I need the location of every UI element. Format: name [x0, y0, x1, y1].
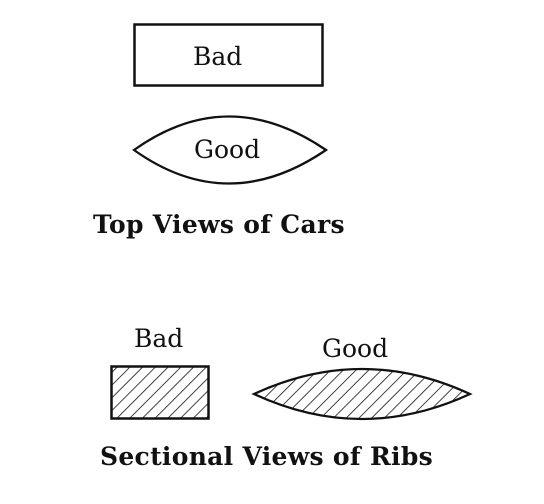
rib-section-good-lens — [251, 367, 473, 421]
car-top-view-good-lens — [132, 115, 329, 185]
rib-section-bad-rectangle — [110, 365, 210, 420]
rib-good-label: Good — [322, 334, 389, 363]
top-views-caption: Top Views of Cars — [93, 210, 345, 239]
rib-bad-label: Bad — [134, 324, 184, 353]
car-bad-label: Bad — [193, 42, 243, 71]
car-top-view-bad-rectangle — [133, 23, 324, 87]
sectional-views-caption: Sectional Views of Ribs — [100, 442, 433, 471]
car-good-label: Good — [194, 135, 261, 164]
